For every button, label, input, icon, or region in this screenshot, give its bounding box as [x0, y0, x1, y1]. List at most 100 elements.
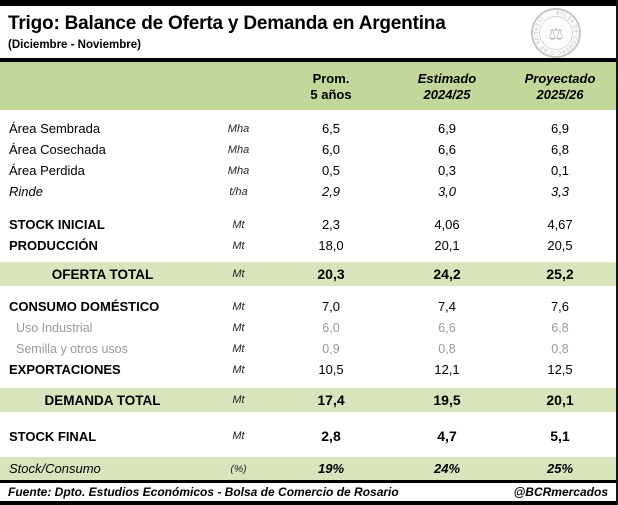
row-unit: Mt	[232, 394, 245, 406]
row-unit: Mt	[232, 268, 245, 280]
row-spacer	[0, 202, 616, 214]
row-unit: (%)	[230, 462, 247, 475]
table-row: Semilla y otros usos Mt 0,9 0,8 0,8	[0, 338, 616, 359]
row-value: 5,1	[550, 428, 570, 444]
row-spacer	[0, 380, 616, 388]
row-value: 20,3	[317, 266, 345, 282]
row-label: Semilla y otros usos	[16, 341, 128, 356]
row-value: 0,1	[550, 163, 570, 178]
footer: Fuente: Dpto. Estudios Económicos - Bols…	[0, 483, 616, 501]
row-value: 4,67	[547, 217, 573, 232]
row-value: 7,6	[550, 299, 570, 314]
row-value: 25,2	[546, 266, 574, 282]
row-value: 0,5	[321, 163, 341, 178]
table-row: Rinde t/ha 2,9 3,0 3,3	[0, 181, 616, 202]
bcr-seal-icon: BOLSA DE COMERCIO DE ROSARIO ⚖	[531, 8, 581, 58]
row-value: 6,5	[321, 121, 341, 136]
column-header-band: Prom. 5 años Estimado 2024/25 Proyectado…	[0, 62, 616, 110]
row-unit: Mt	[232, 239, 245, 252]
row-value: 0,9	[322, 341, 340, 356]
column-header-prom-5-anos: Prom. 5 años	[310, 71, 352, 102]
row-label: Uso Industrial	[16, 320, 93, 335]
row-label: Rinde	[9, 184, 43, 199]
row-value: 7,4	[437, 299, 457, 314]
row-value: 0,8	[551, 341, 569, 356]
row-label: PRODUCCIÓN	[9, 238, 98, 253]
row-value: 2,9	[321, 184, 341, 199]
row-value: 2,8	[321, 428, 341, 444]
row-label: Área Cosechada	[9, 142, 106, 157]
row-unit: Mha	[227, 164, 250, 177]
footer-divider-rule	[0, 480, 616, 483]
table-row: Área Perdida Mha 0,5 0,3 0,1	[0, 160, 616, 181]
row-label: EXPORTACIONES	[9, 362, 121, 377]
row-unit: Mha	[227, 122, 250, 135]
row-unit: t/ha	[229, 185, 248, 198]
page-subtitle: (Diciembre - Noviembre)	[8, 39, 141, 51]
row-label: Área Perdida	[9, 163, 85, 178]
row-value: 24,2	[433, 266, 461, 282]
row-spacer	[0, 286, 616, 296]
table-row: Área Cosechada Mha 6,0 6,6 6,8	[0, 139, 616, 160]
row-unit: Mha	[227, 143, 250, 156]
row-value: 4,06	[434, 217, 460, 232]
row-value: 6,9	[550, 121, 570, 136]
row-value: 20,1	[434, 238, 460, 253]
row-value: 6,8	[551, 320, 569, 335]
table-row: PRODUCCIÓN Mt 18,0 20,1 20,5	[0, 235, 616, 256]
row-label: STOCK FINAL	[9, 428, 97, 444]
row-unit: Mt	[232, 218, 245, 231]
row-label: Área Sembrada	[9, 121, 101, 136]
row-value: 12,5	[547, 362, 573, 377]
row-value: 6,9	[437, 121, 457, 136]
row-value: 20,1	[546, 392, 574, 408]
row-value: 6,8	[550, 142, 570, 157]
table-row: STOCK FINAL Mt 2,8 4,7 5,1	[0, 425, 616, 447]
table-row: Uso Industrial Mt 6,0 6,6 6,8	[0, 317, 616, 338]
row-label: DEMANDA TOTAL	[44, 392, 161, 408]
table-row: CONSUMO DOMÉSTICO Mt 7,0 7,4 7,6	[0, 296, 616, 317]
page-title: Trigo: Balance de Oferta y Demanda en Ar…	[8, 13, 446, 34]
row-value: 6,6	[438, 320, 456, 335]
row-unit: Mt	[232, 342, 245, 355]
row-unit: Mt	[232, 363, 245, 376]
row-value: 6,6	[437, 142, 457, 157]
row-value: 6,0	[322, 320, 340, 335]
row-label: CONSUMO DOMÉSTICO	[9, 299, 160, 314]
row-value: 20,5	[547, 238, 573, 253]
scales-icon: ⚖	[548, 25, 563, 44]
row-value: 0,8	[438, 341, 456, 356]
row-unit: Mt	[232, 321, 245, 334]
document-header: Trigo: Balance de Oferta y Demanda en Ar…	[0, 6, 616, 58]
row-value: 0,3	[437, 163, 457, 178]
table-row: Stock/Consumo (%) 19% 24% 25%	[0, 457, 616, 480]
source-credit: Fuente: Dpto. Estudios Económicos - Bols…	[8, 485, 399, 499]
row-value: 6,0	[321, 142, 341, 157]
row-value: 25%	[546, 461, 574, 476]
row-label: STOCK INICIAL	[9, 217, 105, 232]
row-value: 4,7	[437, 428, 457, 444]
row-value: 19,5	[433, 392, 461, 408]
row-value: 3,3	[550, 184, 570, 199]
bottom-border-bar	[0, 501, 616, 505]
row-value: 2,3	[321, 217, 341, 232]
row-value: 17,4	[317, 392, 345, 408]
row-spacer	[0, 412, 616, 425]
row-value: 12,1	[434, 362, 460, 377]
top-border-bar	[0, 0, 616, 6]
table-rows: Área Sembrada Mha 6,5 6,9 6,9 Área Cosechada M…	[0, 110, 616, 480]
table-row: OFERTA TOTAL Mt 20,3 24,2 25,2	[0, 262, 616, 286]
column-header-estimado-2024-25: Estimado 2024/25	[417, 71, 477, 102]
row-label: Stock/Consumo	[9, 461, 101, 476]
row-unit: Mt	[232, 300, 245, 313]
table-row: Área Sembrada Mha 6,5 6,9 6,9	[0, 118, 616, 139]
table-row: EXPORTACIONES Mt 10,5 12,1 12,5	[0, 359, 616, 380]
row-value: 18,0	[318, 238, 344, 253]
twitter-handle: @BCRmercados	[513, 485, 608, 499]
row-value: 3,0	[437, 184, 457, 199]
row-label: OFERTA TOTAL	[51, 266, 154, 282]
header-divider-rule	[0, 58, 616, 62]
row-value: 24%	[433, 461, 461, 476]
row-spacer	[0, 447, 616, 457]
